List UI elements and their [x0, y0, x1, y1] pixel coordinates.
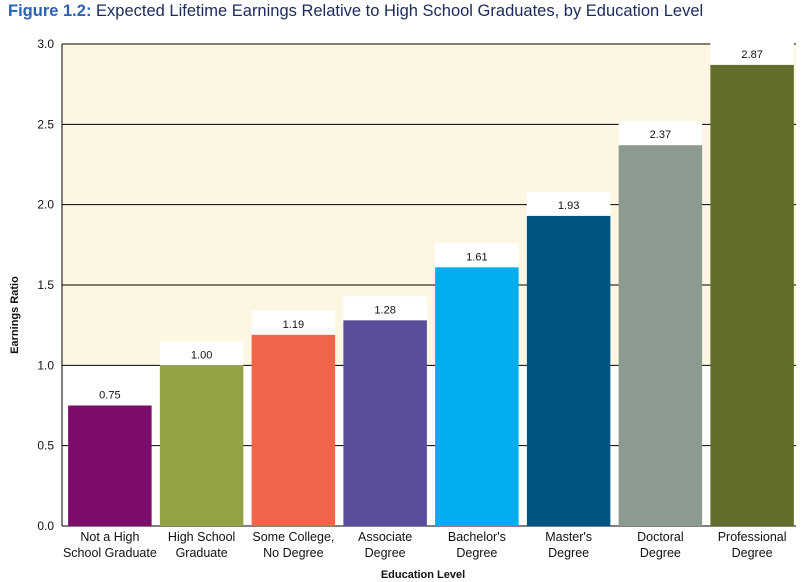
bar-label-backdrop [526, 191, 611, 216]
bar [68, 405, 152, 526]
x-tick-label: Not a High [80, 530, 139, 544]
figure-title: Figure 1.2: Expected Lifetime Earnings R… [8, 2, 703, 21]
x-tick-label: Degree [365, 546, 406, 560]
bar [710, 64, 794, 527]
x-tick-label: Some College, [252, 530, 334, 544]
x-tick-label: High School [168, 530, 235, 544]
x-tick-label: Degree [732, 546, 773, 560]
bar-value-label: 1.61 [466, 251, 487, 263]
bar-value-label: 1.28 [374, 304, 395, 316]
y-tick-label: 2.5 [37, 117, 54, 131]
x-tick-label: School Graduate [63, 546, 157, 560]
bar [526, 215, 611, 526]
bar [343, 320, 427, 526]
bar-label-backdrop [710, 40, 794, 65]
bar-label-backdrop [159, 341, 244, 366]
bar-label-backdrop [435, 243, 519, 268]
x-tick-label: Graduate [176, 546, 228, 560]
x-tick-label: Bachelor's [448, 530, 506, 544]
bar-value-label: 0.75 [99, 390, 120, 402]
bar-label-backdrop [251, 310, 336, 335]
bar-label-backdrop [68, 381, 152, 406]
y-tick-label: 0.5 [37, 439, 54, 453]
bar [159, 365, 244, 526]
figure-label: Figure 1.2: [8, 2, 92, 20]
bar-value-label: 2.37 [650, 129, 671, 141]
bar-value-label: 1.93 [558, 200, 579, 212]
y-axis-title: Earnings Ratio [9, 276, 21, 354]
x-tick-label: Associate [358, 530, 412, 544]
bar-label-backdrop [618, 121, 703, 146]
x-tick-label: Master's [545, 530, 592, 544]
bar [435, 267, 519, 526]
bar-value-label: 2.87 [741, 49, 762, 61]
bar-value-label: 1.00 [191, 349, 212, 361]
y-tick-label: 2.0 [37, 198, 54, 212]
y-tick-label: 1.5 [37, 278, 54, 292]
y-tick-label: 3.0 [37, 37, 54, 51]
bar-value-label: 1.19 [283, 319, 304, 331]
bar-label-backdrop [343, 296, 427, 321]
x-tick-label: Doctoral [637, 530, 684, 544]
figure-caption: Expected Lifetime Earnings Relative to H… [91, 2, 704, 20]
x-tick-label: No Degree [263, 546, 323, 560]
x-axis-title: Education Level [381, 569, 465, 581]
bar [251, 334, 336, 526]
x-tick-label: Degree [640, 546, 681, 560]
x-tick-label: Degree [548, 546, 589, 560]
bar [618, 145, 703, 526]
y-tick-label: 0.0 [37, 519, 54, 533]
x-tick-label: Professional [718, 530, 787, 544]
y-tick-label: 1.0 [37, 358, 54, 372]
x-tick-label: Degree [456, 546, 497, 560]
